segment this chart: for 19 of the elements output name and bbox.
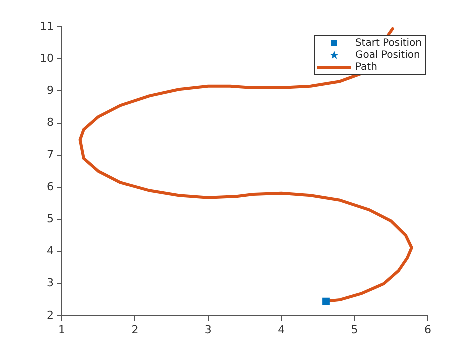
legend-label: Start Position <box>355 38 422 48</box>
y-tick-label: 3 <box>47 276 54 290</box>
y-tick-label: 6 <box>47 180 54 194</box>
x-tick-label: 2 <box>132 323 139 336</box>
x-tick-label: 5 <box>351 323 358 336</box>
legend-label: Path <box>355 62 378 72</box>
x-tick-label: 6 <box>424 323 432 336</box>
y-tick-label: 8 <box>47 116 54 130</box>
y-tick-label: 5 <box>47 212 54 226</box>
legend-label: Goal Position <box>355 50 420 60</box>
x-tick-label: 3 <box>204 323 212 336</box>
y-tick-label: 2 <box>47 308 54 322</box>
y-tick-label: 7 <box>47 148 54 162</box>
y-tick-label: 11 <box>40 20 54 33</box>
y-tick-label: 10 <box>40 52 54 65</box>
y-tick-label: 4 <box>47 244 54 258</box>
x-tick-label: 1 <box>58 323 66 336</box>
x-tick-label: 4 <box>278 323 286 336</box>
y-tick-label: 9 <box>47 84 54 98</box>
